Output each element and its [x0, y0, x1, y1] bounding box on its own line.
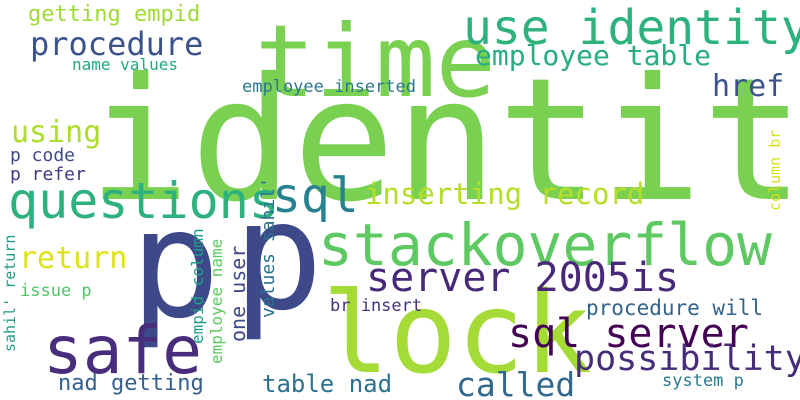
word-sql: sql: [272, 168, 359, 224]
word-sahil-return: sahil' return: [1, 234, 19, 352]
word-server-2005is: server 2005is: [366, 255, 680, 301]
word-identity: identity: [88, 42, 800, 240]
word-safe: safe: [43, 312, 202, 389]
word-system-p: system p: [662, 371, 744, 391]
word-nad-getting: nad getting: [58, 371, 204, 396]
word-br-insert: br insert: [330, 296, 423, 316]
word-sql-server: sql server: [508, 311, 749, 357]
word-questions: questions: [8, 172, 279, 230]
word-stackoverflow: stackoverflow: [318, 211, 772, 279]
word-table-nad: table nad: [262, 370, 393, 398]
word-called: called: [456, 365, 576, 400]
word-p-2: p: [233, 170, 324, 344]
word-getting-empid: getting empid: [28, 2, 201, 27]
word-one-user: one user: [226, 245, 250, 342]
word-employee-name: employee name: [207, 238, 226, 364]
word-p-code: p code: [10, 145, 76, 166]
word-employee-inserted: employee inserted: [242, 77, 416, 97]
word-href: href: [712, 69, 785, 104]
word-use-identity: use identity: [463, 0, 800, 56]
word-p-1: p: [130, 178, 221, 352]
word-lock: lock: [322, 269, 592, 399]
word-values-sahil: values sahil': [258, 177, 279, 318]
word-time: time: [255, 3, 496, 120]
word-column-br: column br: [766, 129, 784, 211]
word-p-refer: p refer: [10, 164, 86, 185]
word-issue-p: issue p: [20, 281, 92, 301]
word-name-values: name values: [72, 55, 178, 74]
word-empid-column: empid column: [188, 228, 207, 344]
word-return: return: [19, 241, 128, 276]
word-using: using: [11, 115, 102, 150]
word-employee-table: employee table: [475, 39, 712, 72]
word-possibility: possibility: [574, 339, 800, 379]
word-procedure-will: procedure will: [586, 296, 764, 320]
word-procedure: procedure: [30, 25, 204, 63]
word-inserting-record: inserting record: [365, 177, 645, 211]
